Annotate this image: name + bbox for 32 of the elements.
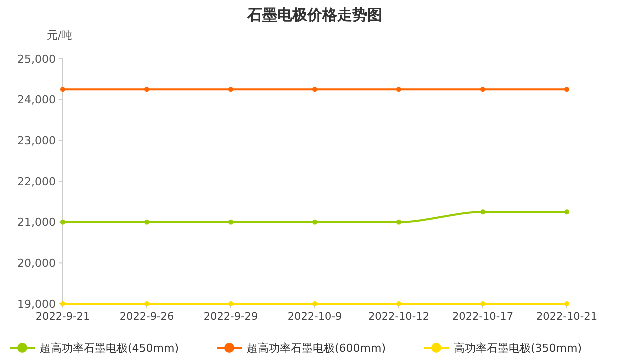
point (312, 220, 318, 225)
point (228, 87, 234, 92)
x-tick-label: 2022-10-21 (536, 311, 598, 323)
y-tick-label: 19,000 (18, 298, 56, 311)
x-tick-label: 2022-10-17 (452, 311, 514, 323)
legend-label: 超高功率石墨电极(450mm) (40, 342, 180, 355)
point (144, 220, 150, 225)
y-tick-label: 25,000 (18, 52, 56, 66)
legend-label: 超高功率石墨电极(600mm) (247, 342, 386, 355)
point (480, 87, 486, 92)
chart-title: 石墨电极价格走势图 (246, 6, 382, 24)
point (396, 87, 402, 92)
x-tick-label: 2022-10-12 (368, 311, 430, 323)
y-tick-label: 22,000 (18, 175, 56, 188)
y-tick-label: 20,000 (18, 257, 56, 270)
point (396, 220, 402, 225)
y-tick-label: 23,000 (18, 134, 56, 148)
point (60, 87, 66, 92)
point (564, 210, 570, 215)
legend-label: 高功率石墨电极(350mm) (454, 342, 582, 355)
y-tick-label: 24,000 (18, 94, 56, 107)
x-tick-label: 2022-10-9 (288, 311, 342, 323)
point (144, 87, 150, 92)
point (564, 87, 570, 92)
point (312, 87, 318, 92)
x-tick-label: 2022-9-21 (36, 311, 90, 323)
point (480, 210, 486, 215)
y-axis-title: 元/吨 (47, 29, 73, 42)
x-tick-label: 2022-9-26 (120, 311, 174, 323)
point (228, 220, 234, 225)
y-tick-label: 21,000 (18, 216, 56, 230)
x-tick-label: 2022-9-29 (204, 311, 258, 323)
